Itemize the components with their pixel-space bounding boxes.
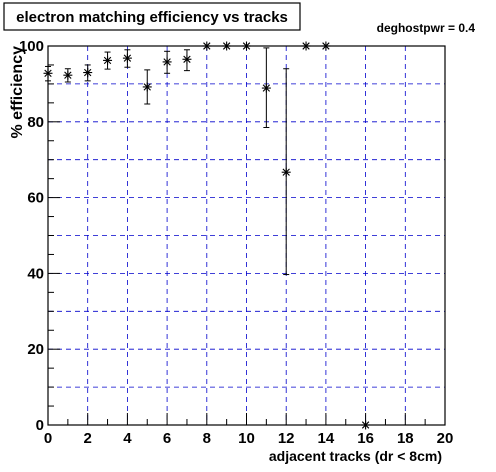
asterisk-marker-stroke bbox=[143, 83, 151, 91]
y-tick-label: 100 bbox=[19, 38, 44, 55]
x-tick-label: 20 bbox=[437, 430, 454, 447]
data-point bbox=[122, 49, 132, 68]
asterisk-marker-stroke bbox=[282, 168, 290, 176]
data-point bbox=[242, 41, 251, 51]
y-tick-label: 0 bbox=[36, 417, 44, 434]
asterisk-marker-stroke bbox=[302, 42, 310, 50]
data-point bbox=[83, 64, 93, 82]
x-tick-label: 16 bbox=[357, 430, 374, 447]
asterisk-marker-stroke bbox=[242, 42, 251, 50]
x-tick-label: 2 bbox=[84, 430, 92, 447]
asterisk-marker-stroke bbox=[64, 71, 72, 79]
asterisk-marker-stroke bbox=[44, 69, 52, 77]
asterisk-marker-stroke bbox=[361, 421, 370, 429]
data-point bbox=[301, 41, 311, 51]
x-tick-label: 10 bbox=[238, 430, 255, 447]
data-point bbox=[182, 49, 192, 72]
data-point bbox=[222, 41, 232, 51]
data-point bbox=[103, 51, 113, 70]
x-tick-label: 12 bbox=[278, 430, 295, 447]
grid-layer bbox=[48, 46, 445, 425]
data-point-layer bbox=[43, 41, 371, 430]
asterisk-marker-stroke bbox=[322, 42, 330, 50]
asterisk-marker-stroke bbox=[163, 58, 171, 66]
data-point bbox=[361, 420, 371, 430]
x-tick-label: 14 bbox=[318, 430, 335, 447]
asterisk-marker-stroke bbox=[183, 55, 191, 63]
x-tick-label: 0 bbox=[44, 430, 52, 447]
x-tick-label: 8 bbox=[203, 430, 211, 447]
y-axis-label: % efficiency bbox=[9, 46, 26, 139]
data-point bbox=[43, 65, 53, 82]
data-point bbox=[281, 68, 291, 276]
asterisk-marker-stroke bbox=[123, 54, 132, 62]
asterisk-marker-stroke bbox=[103, 56, 112, 65]
chart-title: electron matching efficiency vs tracks bbox=[16, 9, 288, 26]
asterisk-marker-stroke bbox=[262, 84, 271, 92]
x-axis-label: adjacent tracks (dr < 8cm) bbox=[269, 448, 442, 464]
y-tick-label: 60 bbox=[27, 190, 44, 207]
title-box bbox=[3, 2, 301, 31]
x-tick-label: 6 bbox=[163, 430, 171, 447]
asterisk-marker-stroke bbox=[84, 68, 92, 77]
asterisk-marker-stroke bbox=[222, 42, 231, 50]
data-point bbox=[261, 47, 271, 128]
deghostpwr-annotation: deghostpwr = 0.4 bbox=[377, 21, 476, 35]
data-point bbox=[162, 50, 172, 74]
asterisk-marker-stroke bbox=[203, 42, 211, 50]
data-point bbox=[63, 68, 73, 83]
y-tick-label: 80 bbox=[27, 114, 44, 131]
data-point bbox=[142, 69, 152, 105]
y-tick-label: 20 bbox=[27, 341, 44, 358]
data-point bbox=[321, 41, 331, 51]
x-tick-label: 18 bbox=[397, 430, 414, 447]
data-point bbox=[202, 41, 212, 51]
x-tick-label: 4 bbox=[123, 430, 132, 447]
tick-layer: 0 2 4 6 8 10 12 14 16 18 20 0 20 40 60 80 100 bbox=[19, 38, 453, 447]
y-tick-label: 40 bbox=[27, 265, 44, 282]
